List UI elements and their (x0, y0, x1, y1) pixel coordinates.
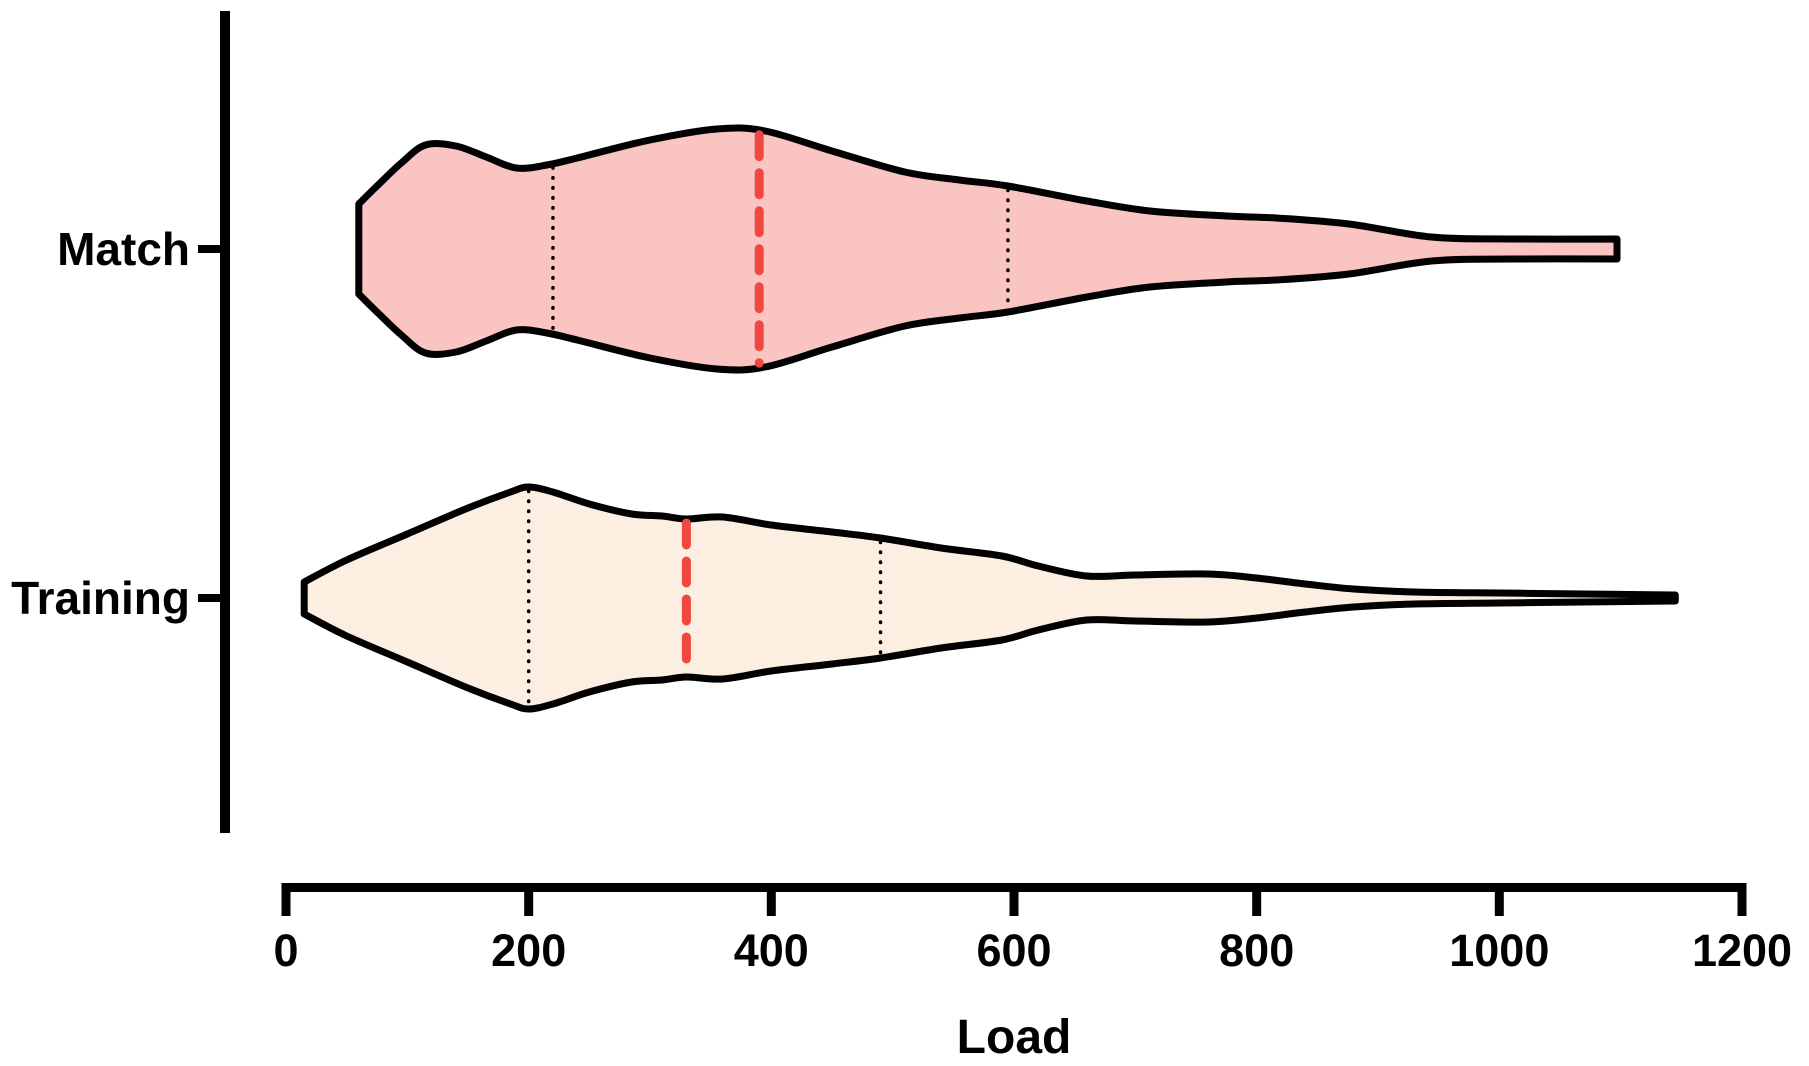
y-tick-match (198, 245, 225, 253)
x-tick-labels-group: 0 200 400 600 800 1000 1200 (273, 925, 1792, 976)
x-tick-0 (281, 883, 291, 916)
category-label-match: Match (57, 223, 190, 275)
x-axis-title: Load (957, 1011, 1072, 1061)
x-tick-1000 (1494, 883, 1504, 916)
y-axis-line (220, 11, 230, 833)
x-tick-label-600: 600 (976, 925, 1051, 976)
x-ticks-group (281, 883, 1747, 916)
x-tick-800 (1252, 883, 1262, 916)
category-label-training: Training (11, 572, 190, 624)
x-tick-label-200: 200 (491, 925, 566, 976)
violin-match (355, 124, 1621, 374)
x-tick-label-0: 0 (273, 925, 298, 976)
x-tick-200 (524, 883, 534, 916)
x-tick-400 (766, 883, 776, 916)
y-tick-training (198, 594, 225, 602)
x-tick-1200 (1737, 883, 1747, 916)
violin-training (300, 483, 1679, 713)
violins-group (300, 124, 1679, 713)
x-tick-label-400: 400 (734, 925, 809, 976)
x-tick-label-1000: 1000 (1449, 925, 1549, 976)
x-tick-600 (1009, 883, 1019, 916)
x-tick-label-800: 800 (1219, 925, 1294, 976)
x-tick-label-1200: 1200 (1692, 925, 1792, 976)
